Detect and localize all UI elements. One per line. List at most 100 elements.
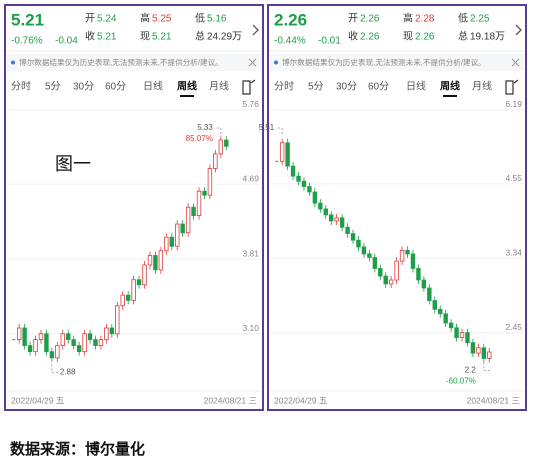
- candle: [120, 294, 125, 307]
- x-end-label: 2024/08/21 三: [204, 395, 257, 405]
- stock-panel: 2.26-0.44% -0.01开 2.26 高 2.28 低 2.25收 2.26 现 2.26…: [259, 4, 527, 411]
- candle: [361, 246, 367, 255]
- candle: [350, 233, 356, 241]
- candle: [465, 332, 470, 344]
- y-tick-label: 4.55: [505, 173, 522, 183]
- tab[interactable]: 周线: [440, 80, 460, 93]
- tab[interactable]: 周线: [177, 80, 197, 93]
- candle: [312, 191, 318, 204]
- landscape-icon[interactable]: [242, 79, 256, 95]
- candle: [285, 142, 290, 167]
- notice-close[interactable]: [248, 58, 257, 67]
- quote-value: 2.26: [360, 14, 380, 25]
- tab[interactable]: 60分: [368, 81, 389, 93]
- candle: [180, 223, 185, 234]
- candle: [470, 342, 476, 354]
- candle: [109, 327, 115, 335]
- y-tick-label: 2.45: [505, 322, 522, 332]
- notice-close[interactable]: [511, 58, 520, 67]
- candle: [329, 214, 334, 222]
- price: 5.21: [11, 10, 44, 29]
- high-label: 5.33: [197, 123, 213, 132]
- low-change: -60.07%: [446, 377, 476, 386]
- candle: [427, 287, 432, 301]
- candle: [49, 351, 55, 359]
- quote-value: 2.25: [470, 14, 490, 25]
- quote-label: 收: [85, 30, 95, 43]
- candle: [207, 167, 213, 196]
- candle: [218, 139, 224, 155]
- quote-value: 5.16: [207, 14, 227, 25]
- quote-label: 现: [403, 31, 413, 43]
- candle: [367, 253, 372, 258]
- candle: [38, 333, 44, 341]
- caption: 数据来源：博尔量化: [10, 440, 145, 458]
- candle: [438, 308, 443, 315]
- low-label: 2.88: [60, 367, 76, 376]
- notice-dot: [274, 60, 278, 65]
- change-pct: -0.44%: [274, 36, 306, 47]
- y-tick-label: 5.76: [242, 99, 259, 109]
- candle: [416, 268, 421, 281]
- candle: [196, 190, 202, 216]
- notice: 博尔数据结果仅为历史表现,无法预测未来,不提供分析/建议。: [19, 57, 223, 67]
- candle: [290, 165, 296, 177]
- quote-label: 总: [195, 30, 205, 43]
- tab[interactable]: 30分: [73, 81, 94, 93]
- candle: [142, 264, 147, 286]
- candle: [60, 333, 65, 347]
- candle: [224, 139, 229, 147]
- tab[interactable]: 月线: [472, 80, 492, 93]
- candle: [296, 175, 301, 182]
- more-arrow[interactable]: [252, 24, 259, 36]
- tab[interactable]: 60分: [105, 81, 126, 93]
- high-leader: [276, 127, 283, 134]
- candle: [432, 300, 437, 310]
- tab[interactable]: 5分: [308, 81, 324, 93]
- figure-label: 图一: [55, 154, 91, 174]
- quote-value: 24.29万: [207, 32, 242, 43]
- candle: [334, 217, 339, 222]
- candle: [481, 347, 487, 359]
- landscape-icon[interactable]: [505, 79, 519, 95]
- candle: [410, 253, 416, 269]
- more-arrow[interactable]: [515, 24, 522, 36]
- candle: [213, 153, 218, 169]
- tab[interactable]: 月线: [209, 80, 229, 93]
- high-label: 5.51: [259, 123, 275, 132]
- tab[interactable]: 30分: [336, 81, 357, 93]
- quote-value: 5.21: [97, 32, 117, 43]
- candle: [98, 339, 104, 347]
- candle: [378, 268, 383, 277]
- tab[interactable]: 分时: [274, 81, 294, 93]
- candle: [22, 327, 27, 347]
- candle: [44, 333, 49, 353]
- x-start-label: 2022/04/29 五: [11, 395, 65, 405]
- candle: [454, 327, 459, 338]
- quote-value: 5.24: [97, 14, 117, 25]
- candle: [394, 260, 399, 281]
- candle: [476, 347, 481, 354]
- low-leader: [51, 364, 58, 373]
- tab[interactable]: 日线: [406, 80, 426, 93]
- quote-value: 2.26: [415, 32, 435, 43]
- change-pct: -0.76%: [11, 36, 43, 47]
- quote-label: 总: [458, 30, 468, 43]
- candle: [388, 279, 394, 285]
- candle: [279, 142, 285, 162]
- low-label: 2.2: [465, 366, 477, 375]
- candle: [323, 208, 328, 216]
- candle: [93, 339, 98, 347]
- low-leader: [483, 362, 490, 371]
- tab[interactable]: 分时: [11, 81, 31, 93]
- tab[interactable]: 日线: [143, 80, 163, 93]
- quote-label: 高: [403, 12, 413, 25]
- notice-bg: [7, 54, 261, 71]
- x-start-label: 2022/04/29 五: [274, 395, 328, 405]
- quote-value: 19.18万: [470, 32, 505, 43]
- candle: [191, 206, 196, 216]
- candle: [421, 279, 427, 289]
- candle: [459, 332, 465, 338]
- tab[interactable]: 5分: [45, 81, 61, 93]
